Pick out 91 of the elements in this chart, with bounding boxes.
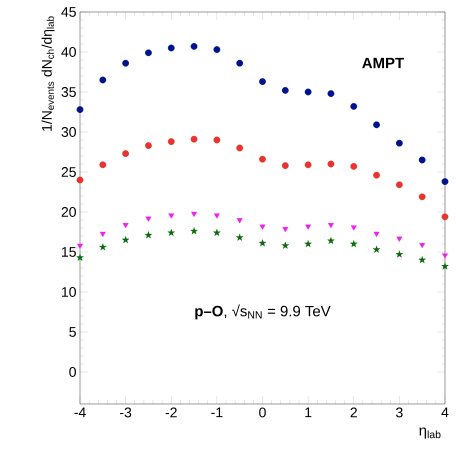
point bbox=[99, 76, 106, 84]
point bbox=[213, 46, 220, 53]
point bbox=[122, 223, 129, 228]
point bbox=[168, 138, 175, 145]
point bbox=[214, 213, 220, 219]
point bbox=[190, 136, 198, 143]
point bbox=[236, 234, 244, 241]
point bbox=[122, 150, 130, 157]
x-tick-label: -4 bbox=[74, 408, 86, 418]
point bbox=[396, 181, 403, 188]
y-tick-label: 35 bbox=[61, 87, 76, 97]
point bbox=[259, 156, 266, 163]
point bbox=[419, 243, 426, 248]
point bbox=[373, 172, 380, 179]
point bbox=[260, 224, 266, 230]
x-axis-title: η$_{lab}$ bbox=[419, 427, 441, 439]
annotation: AMPT bbox=[362, 58, 404, 68]
point bbox=[328, 90, 334, 97]
point bbox=[76, 106, 84, 113]
x-tick-label: 0 bbox=[259, 408, 266, 418]
point bbox=[168, 213, 174, 219]
point bbox=[418, 193, 426, 200]
point bbox=[213, 228, 221, 236]
x-tick-label: 1 bbox=[305, 408, 312, 418]
point bbox=[122, 60, 130, 67]
y-tick-label: 30 bbox=[61, 127, 76, 137]
point bbox=[144, 231, 152, 238]
point bbox=[282, 87, 289, 94]
point bbox=[190, 43, 198, 50]
point bbox=[145, 49, 152, 56]
point bbox=[396, 140, 403, 147]
point bbox=[190, 227, 198, 234]
point bbox=[418, 256, 426, 264]
point bbox=[350, 240, 358, 248]
point bbox=[236, 60, 244, 67]
point bbox=[191, 212, 198, 217]
point bbox=[418, 156, 426, 164]
point bbox=[213, 136, 220, 144]
y-tick-label: 20 bbox=[62, 207, 76, 217]
x-tick-label: -1 bbox=[211, 408, 222, 418]
point bbox=[374, 232, 380, 237]
point bbox=[304, 88, 312, 96]
point bbox=[442, 253, 448, 259]
y-tick-label: 10 bbox=[62, 287, 76, 297]
y-tick-label: 40 bbox=[61, 47, 76, 57]
point bbox=[328, 223, 334, 228]
point bbox=[396, 250, 404, 258]
point bbox=[350, 225, 357, 231]
point bbox=[328, 160, 334, 168]
point bbox=[282, 162, 289, 169]
annotation: p–O, √s$_{NN}$ = 9.9 TeV bbox=[195, 304, 331, 320]
point bbox=[304, 161, 312, 168]
point bbox=[76, 176, 84, 184]
point bbox=[304, 240, 312, 248]
x-tick-label: 3 bbox=[396, 408, 403, 418]
point bbox=[442, 178, 448, 185]
point bbox=[396, 236, 402, 242]
point bbox=[282, 227, 288, 232]
point bbox=[77, 244, 83, 249]
point bbox=[236, 144, 244, 152]
x-tick-label: -3 bbox=[120, 408, 132, 418]
y-tick-label: 15 bbox=[62, 247, 76, 257]
point bbox=[122, 236, 130, 244]
point bbox=[441, 262, 449, 270]
x-tick-label: 4 bbox=[441, 408, 448, 418]
y-tick-label: 5 bbox=[69, 327, 76, 337]
point bbox=[168, 228, 175, 236]
point bbox=[236, 218, 243, 224]
point bbox=[99, 161, 106, 168]
y-tick-label: 45 bbox=[61, 7, 76, 17]
point bbox=[99, 243, 106, 250]
point bbox=[442, 213, 448, 220]
point bbox=[168, 44, 175, 52]
y-tick-label: 25 bbox=[62, 167, 76, 177]
point bbox=[350, 163, 358, 170]
point bbox=[373, 121, 380, 128]
point bbox=[327, 236, 335, 244]
point bbox=[350, 103, 358, 110]
x-tick-label: -2 bbox=[166, 408, 177, 418]
y-tick-label: 0 bbox=[69, 367, 76, 377]
point bbox=[76, 254, 84, 261]
point bbox=[282, 242, 289, 249]
point bbox=[145, 142, 152, 149]
x-tick-label: 2 bbox=[350, 408, 357, 418]
point bbox=[305, 224, 312, 230]
point bbox=[145, 216, 152, 222]
point bbox=[100, 232, 106, 237]
point bbox=[259, 78, 266, 85]
y-axis-title: 1/N$_{events}$ dN$_{ch}$/dη$_{lab}$ bbox=[42, 16, 55, 131]
point bbox=[258, 239, 266, 246]
point bbox=[372, 246, 380, 253]
